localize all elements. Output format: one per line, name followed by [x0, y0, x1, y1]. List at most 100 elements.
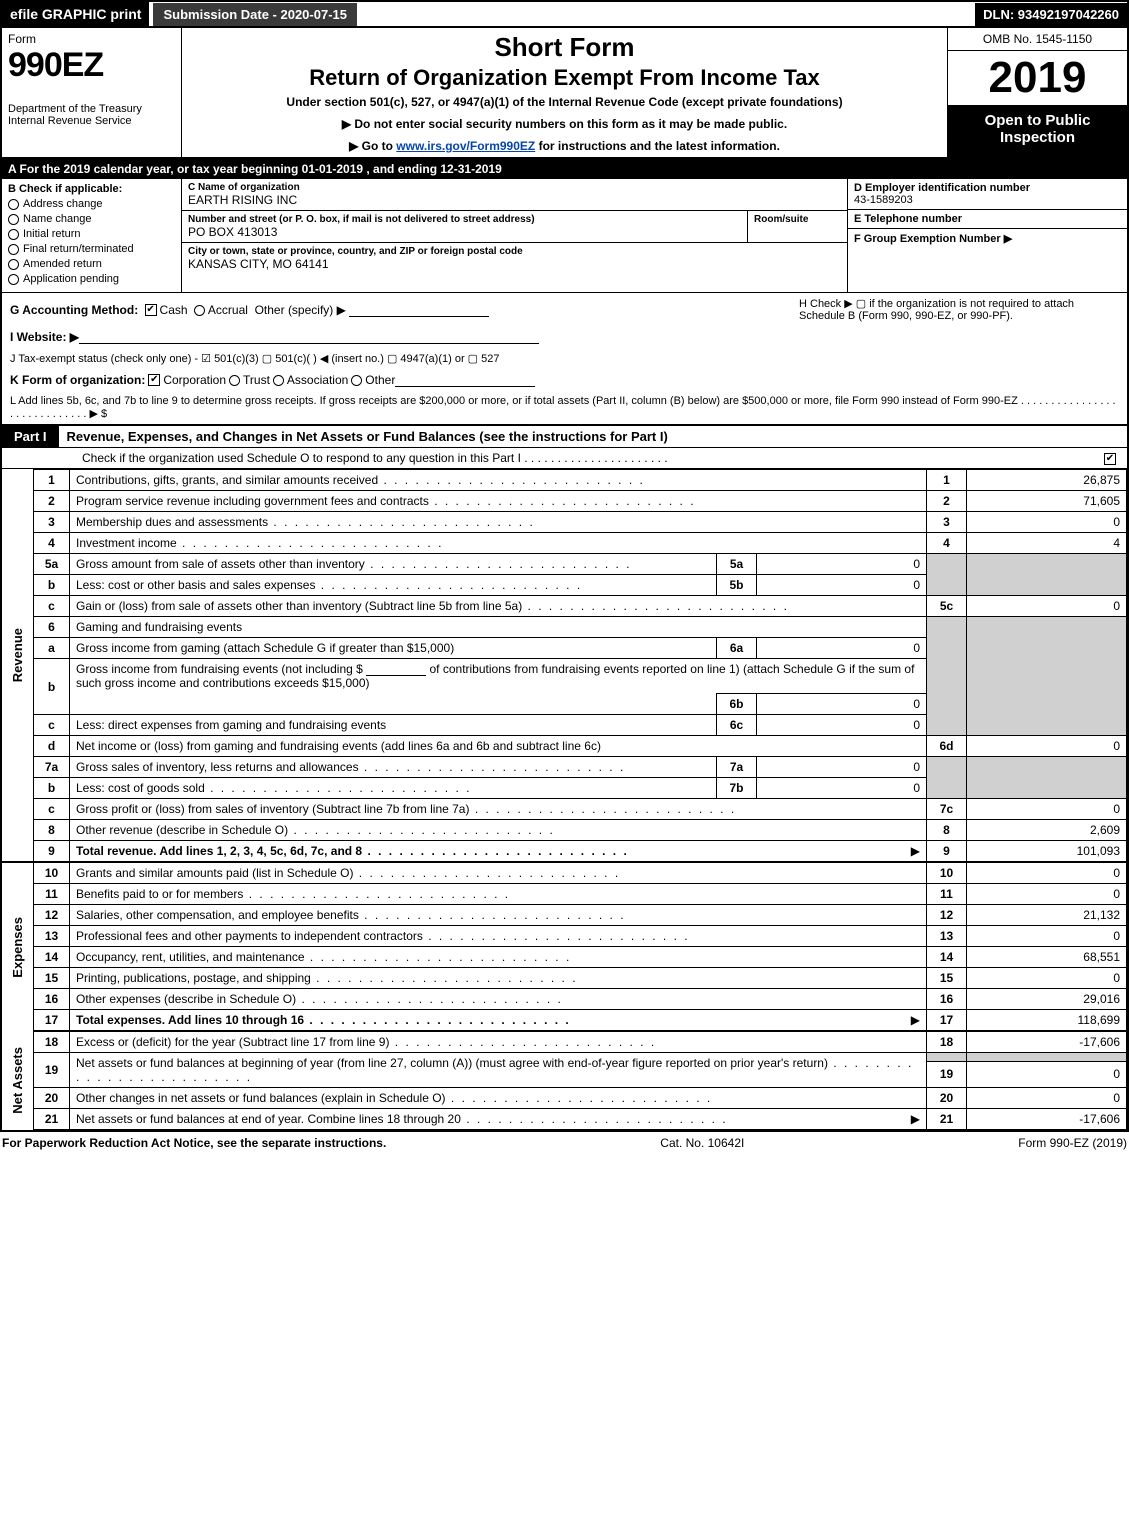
- chk-cash[interactable]: [145, 304, 157, 316]
- l5a-subval: 0: [757, 554, 927, 575]
- l10-amount: 0: [967, 862, 1127, 884]
- l7a-desc: Gross sales of inventory, less returns a…: [76, 760, 625, 774]
- addr: PO BOX 413013: [188, 225, 741, 239]
- l19-amount: 0: [967, 1061, 1127, 1087]
- ein-cell: D Employer identification number 43-1589…: [848, 179, 1127, 210]
- l13-num: 13: [927, 926, 967, 947]
- l6c-subval: 0: [757, 715, 927, 736]
- part-1-schedule-o-checkbox[interactable]: [1104, 453, 1116, 465]
- chk-initial-return[interactable]: Initial return: [8, 228, 175, 240]
- l6b-amount-input[interactable]: [366, 662, 426, 676]
- chk-association[interactable]: [273, 375, 284, 386]
- l15-amount: 0: [967, 968, 1127, 989]
- l8-num: 8: [927, 820, 967, 841]
- j-text: J Tax-exempt status (check only one) - ☑…: [10, 352, 499, 365]
- irs-link[interactable]: www.irs.gov/Form990EZ: [396, 139, 535, 153]
- l3-desc: Membership dues and assessments: [76, 515, 535, 529]
- l12-amount: 21,132: [967, 905, 1127, 926]
- k-other: Other: [365, 373, 395, 387]
- chk-final-return[interactable]: Final return/terminated: [8, 243, 175, 255]
- ssn-warning: ▶ Do not enter social security numbers o…: [192, 117, 937, 131]
- l3-num: 3: [927, 512, 967, 533]
- l18-amount: -17,606: [967, 1031, 1127, 1053]
- l21-arrow-icon: ▶: [911, 1112, 920, 1126]
- l2-desc: Program service revenue including govern…: [76, 494, 696, 508]
- l11-amount: 0: [967, 884, 1127, 905]
- addr-row: Number and street (or P. O. box, if mail…: [182, 211, 847, 243]
- l13-amount: 0: [967, 926, 1127, 947]
- form-label: Form: [8, 32, 175, 46]
- l7c-num: 7c: [927, 799, 967, 820]
- l10-desc: Grants and similar amounts paid (list in…: [76, 866, 620, 880]
- i-label: I Website: ▶: [10, 330, 79, 344]
- l-text: L Add lines 5b, 6c, and 7b to line 9 to …: [10, 395, 1119, 420]
- l9-num: 9: [927, 841, 967, 863]
- k-other-input[interactable]: [395, 373, 535, 387]
- net-assets-vlabel: Net Assets: [8, 1039, 27, 1122]
- l17-num: 17: [927, 1010, 967, 1032]
- chk-other[interactable]: [351, 375, 362, 386]
- l8-no: 8: [34, 820, 70, 841]
- l6b-desc1: Gross income from fundraising events (no…: [76, 662, 363, 676]
- l12-no: 12: [34, 905, 70, 926]
- chk-address-change-label: Address change: [23, 198, 103, 210]
- org-name: EARTH RISING INC: [188, 193, 841, 207]
- l1-num: 1: [927, 470, 967, 491]
- header-left: Form 990EZ Department of the Treasury In…: [2, 28, 182, 157]
- city-label: City or town, state or province, country…: [188, 246, 841, 257]
- chk-amended-return[interactable]: Amended return: [8, 258, 175, 270]
- l7a-sublab: 7a: [717, 757, 757, 778]
- l5b-desc: Less: cost or other basis and sales expe…: [76, 578, 582, 592]
- l3-amount: 0: [967, 512, 1127, 533]
- part-1-title: Revenue, Expenses, and Changes in Net As…: [59, 426, 1127, 447]
- chk-application-pending[interactable]: Application pending: [8, 273, 175, 285]
- g-other-input[interactable]: [349, 303, 489, 317]
- footer-left: For Paperwork Reduction Act Notice, see …: [2, 1136, 386, 1150]
- l11-desc: Benefits paid to or for members: [76, 887, 510, 901]
- tax-period: A For the 2019 calendar year, or tax yea…: [2, 159, 1127, 179]
- chk-address-change[interactable]: Address change: [8, 198, 175, 210]
- chk-name-change[interactable]: Name change: [8, 213, 175, 225]
- title-return: Return of Organization Exempt From Incom…: [192, 65, 937, 91]
- l6d-desc: Net income or (loss) from gaming and fun…: [70, 736, 927, 757]
- chk-initial-return-label: Initial return: [23, 228, 80, 240]
- l5a-sublab: 5a: [717, 554, 757, 575]
- l7b-subval: 0: [757, 778, 927, 799]
- l7a-no: 7a: [34, 757, 70, 778]
- l6-desc: Gaming and fundraising events: [70, 617, 927, 638]
- l21-desc: Net assets or fund balances at end of ye…: [76, 1112, 728, 1126]
- subtitle: Under section 501(c), 527, or 4947(a)(1)…: [192, 95, 937, 109]
- l6b-desc1-cell: Gross income from fundraising events (no…: [70, 659, 927, 694]
- l1-amount: 26,875: [967, 470, 1127, 491]
- org-name-cell: C Name of organization EARTH RISING INC: [182, 179, 847, 211]
- l4-amount: 4: [967, 533, 1127, 554]
- l7b-sublab: 7b: [717, 778, 757, 799]
- tax-year: 2019: [948, 51, 1127, 106]
- l6c-no: c: [34, 715, 70, 736]
- l17-amount: 118,699: [967, 1010, 1127, 1032]
- g-cash: Cash: [160, 303, 188, 317]
- l17-arrow-icon: ▶: [911, 1013, 920, 1027]
- l5c-amount: 0: [967, 596, 1127, 617]
- l8-amount: 2,609: [967, 820, 1127, 841]
- section-def: D Employer identification number 43-1589…: [847, 179, 1127, 292]
- l6b-sublab: 6b: [717, 694, 757, 715]
- form-header: Form 990EZ Department of the Treasury In…: [2, 28, 1127, 159]
- l21-no: 21: [34, 1109, 70, 1130]
- website-input[interactable]: [79, 330, 539, 344]
- org-name-label: C Name of organization: [188, 182, 841, 193]
- l11-num: 11: [927, 884, 967, 905]
- l6d-amount: 0: [967, 736, 1127, 757]
- chk-corporation[interactable]: [148, 374, 160, 386]
- l9-desc: Total revenue. Add lines 1, 2, 3, 4, 5c,…: [76, 844, 629, 858]
- row-i: I Website: ▶: [2, 326, 1127, 348]
- l7b-no: b: [34, 778, 70, 799]
- l16-amount: 29,016: [967, 989, 1127, 1010]
- chk-accrual[interactable]: [194, 305, 205, 316]
- l14-desc: Occupancy, rent, utilities, and maintena…: [76, 950, 571, 964]
- efile-print-button[interactable]: efile GRAPHIC print: [2, 2, 149, 26]
- chk-trust[interactable]: [229, 375, 240, 386]
- dln: DLN: 93492197042260: [975, 3, 1127, 26]
- part-1-label: Part I: [2, 426, 59, 447]
- l5a-desc: Gross amount from sale of assets other t…: [76, 557, 632, 571]
